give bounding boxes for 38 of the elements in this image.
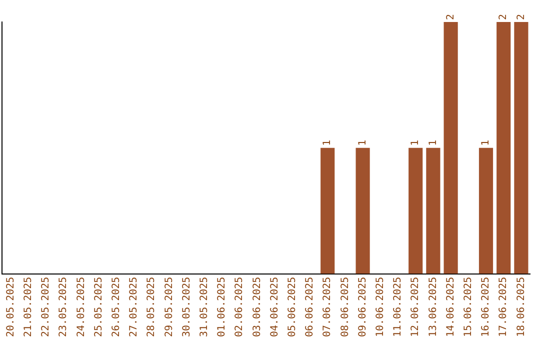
x-tick-label: 30.05.2025: [181, 276, 192, 338]
x-tick-label: 10.06.2025: [374, 276, 386, 338]
data-label: 2: [516, 14, 527, 20]
x-tick-label: 26.05.2025: [110, 276, 122, 338]
x-tick-label: 25.05.2025: [93, 276, 104, 338]
data-label: 2: [445, 14, 456, 20]
data-label: 2: [498, 14, 510, 20]
x-tick-label: 16.06.2025: [480, 276, 492, 338]
x-tick-label: 08.06.2025: [340, 276, 351, 338]
x-tick-label: 24.05.2025: [76, 276, 87, 338]
x-tick-label: 18.06.2025: [516, 276, 527, 338]
x-tick-label: 09.06.2025: [357, 276, 368, 338]
data-label: 1: [480, 140, 492, 146]
x-tick-label: 05.06.2025: [286, 276, 298, 338]
data-label: 1: [357, 140, 368, 146]
x-tick-label: 22.05.2025: [40, 276, 52, 338]
x-tick-label: 07.06.2025: [322, 276, 334, 338]
x-tick-label: 14.06.2025: [445, 276, 456, 338]
x-tick-label: 02.06.2025: [234, 276, 246, 338]
x-tick-label: 01.06.2025: [216, 276, 228, 338]
x-tick-label: 28.05.2025: [146, 276, 158, 338]
x-tick-label: 29.05.2025: [164, 276, 175, 338]
data-label: 1: [410, 140, 422, 146]
x-tick-label: 21.05.2025: [22, 276, 34, 338]
x-tick-label: 23.05.2025: [58, 276, 70, 338]
x-tick-label: 11.06.2025: [392, 276, 404, 338]
x-tick-label: 17.06.2025: [498, 276, 510, 338]
x-tick-label: 03.06.2025: [252, 276, 263, 338]
x-tick-label: 12.06.2025: [410, 276, 422, 338]
data-label: 1: [322, 140, 334, 146]
x-tick-label: 20.05.2025: [5, 276, 16, 338]
x-tick-label: 06.06.2025: [304, 276, 316, 338]
x-tick-label: 15.06.2025: [462, 276, 474, 338]
x-tick-label: 31.05.2025: [198, 276, 210, 338]
x-tick-label: 04.06.2025: [269, 276, 280, 338]
x-tick-label: 27.05.2025: [128, 276, 140, 338]
data-label: 1: [428, 140, 439, 146]
x-tick-label: 13.06.2025: [428, 276, 439, 338]
